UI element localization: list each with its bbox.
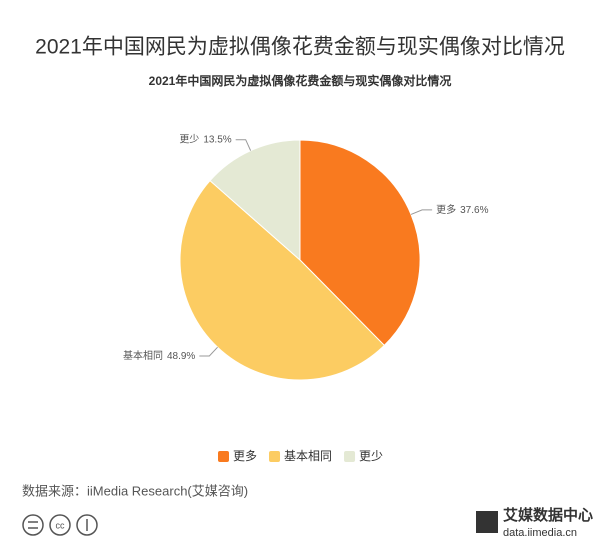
pie-slice <box>179 179 386 381</box>
label-name: 基本相同 <box>123 349 163 362</box>
label-value: 13.5% <box>203 134 231 145</box>
pie-slice <box>209 139 301 262</box>
data-label: 基本相同 48.9% <box>123 349 195 362</box>
label-value: 48.9% <box>167 351 195 362</box>
page-title: 2021年中国网民为虚拟偶像花费金额与现实偶像对比情况 <box>35 36 565 59</box>
legend-label: 更少 <box>359 449 383 463</box>
data-label: 更多 37.6% <box>436 203 488 216</box>
leader-line <box>410 209 433 215</box>
legend-swatch <box>269 451 281 462</box>
license-icons <box>22 514 98 536</box>
data-label: 更少 13.5% <box>179 133 231 145</box>
label-name: 更多 <box>436 203 456 216</box>
leader-line <box>199 346 218 357</box>
chart-title: 2021年中国网民为虚拟偶像花费金额与现实偶像对比情况 <box>149 73 452 88</box>
legend-label: 更多 <box>233 449 257 463</box>
leader-line <box>235 139 252 151</box>
legend-swatch <box>344 451 356 462</box>
source: 数据来源：iiMedia Research(艾媒咨询) <box>22 483 248 498</box>
logo-url: data.iimedia.cn <box>503 527 577 539</box>
cc-icon: cc <box>56 520 66 530</box>
label-value: 37.6% <box>460 205 488 216</box>
label-name: 更少 <box>179 133 199 145</box>
logo-name: 艾媒数据中心 <box>503 506 593 524</box>
logo-icon <box>476 511 498 533</box>
legend-label: 基本相同 <box>284 449 332 463</box>
pie-slice <box>299 139 421 347</box>
legend-swatch <box>218 451 229 462</box>
